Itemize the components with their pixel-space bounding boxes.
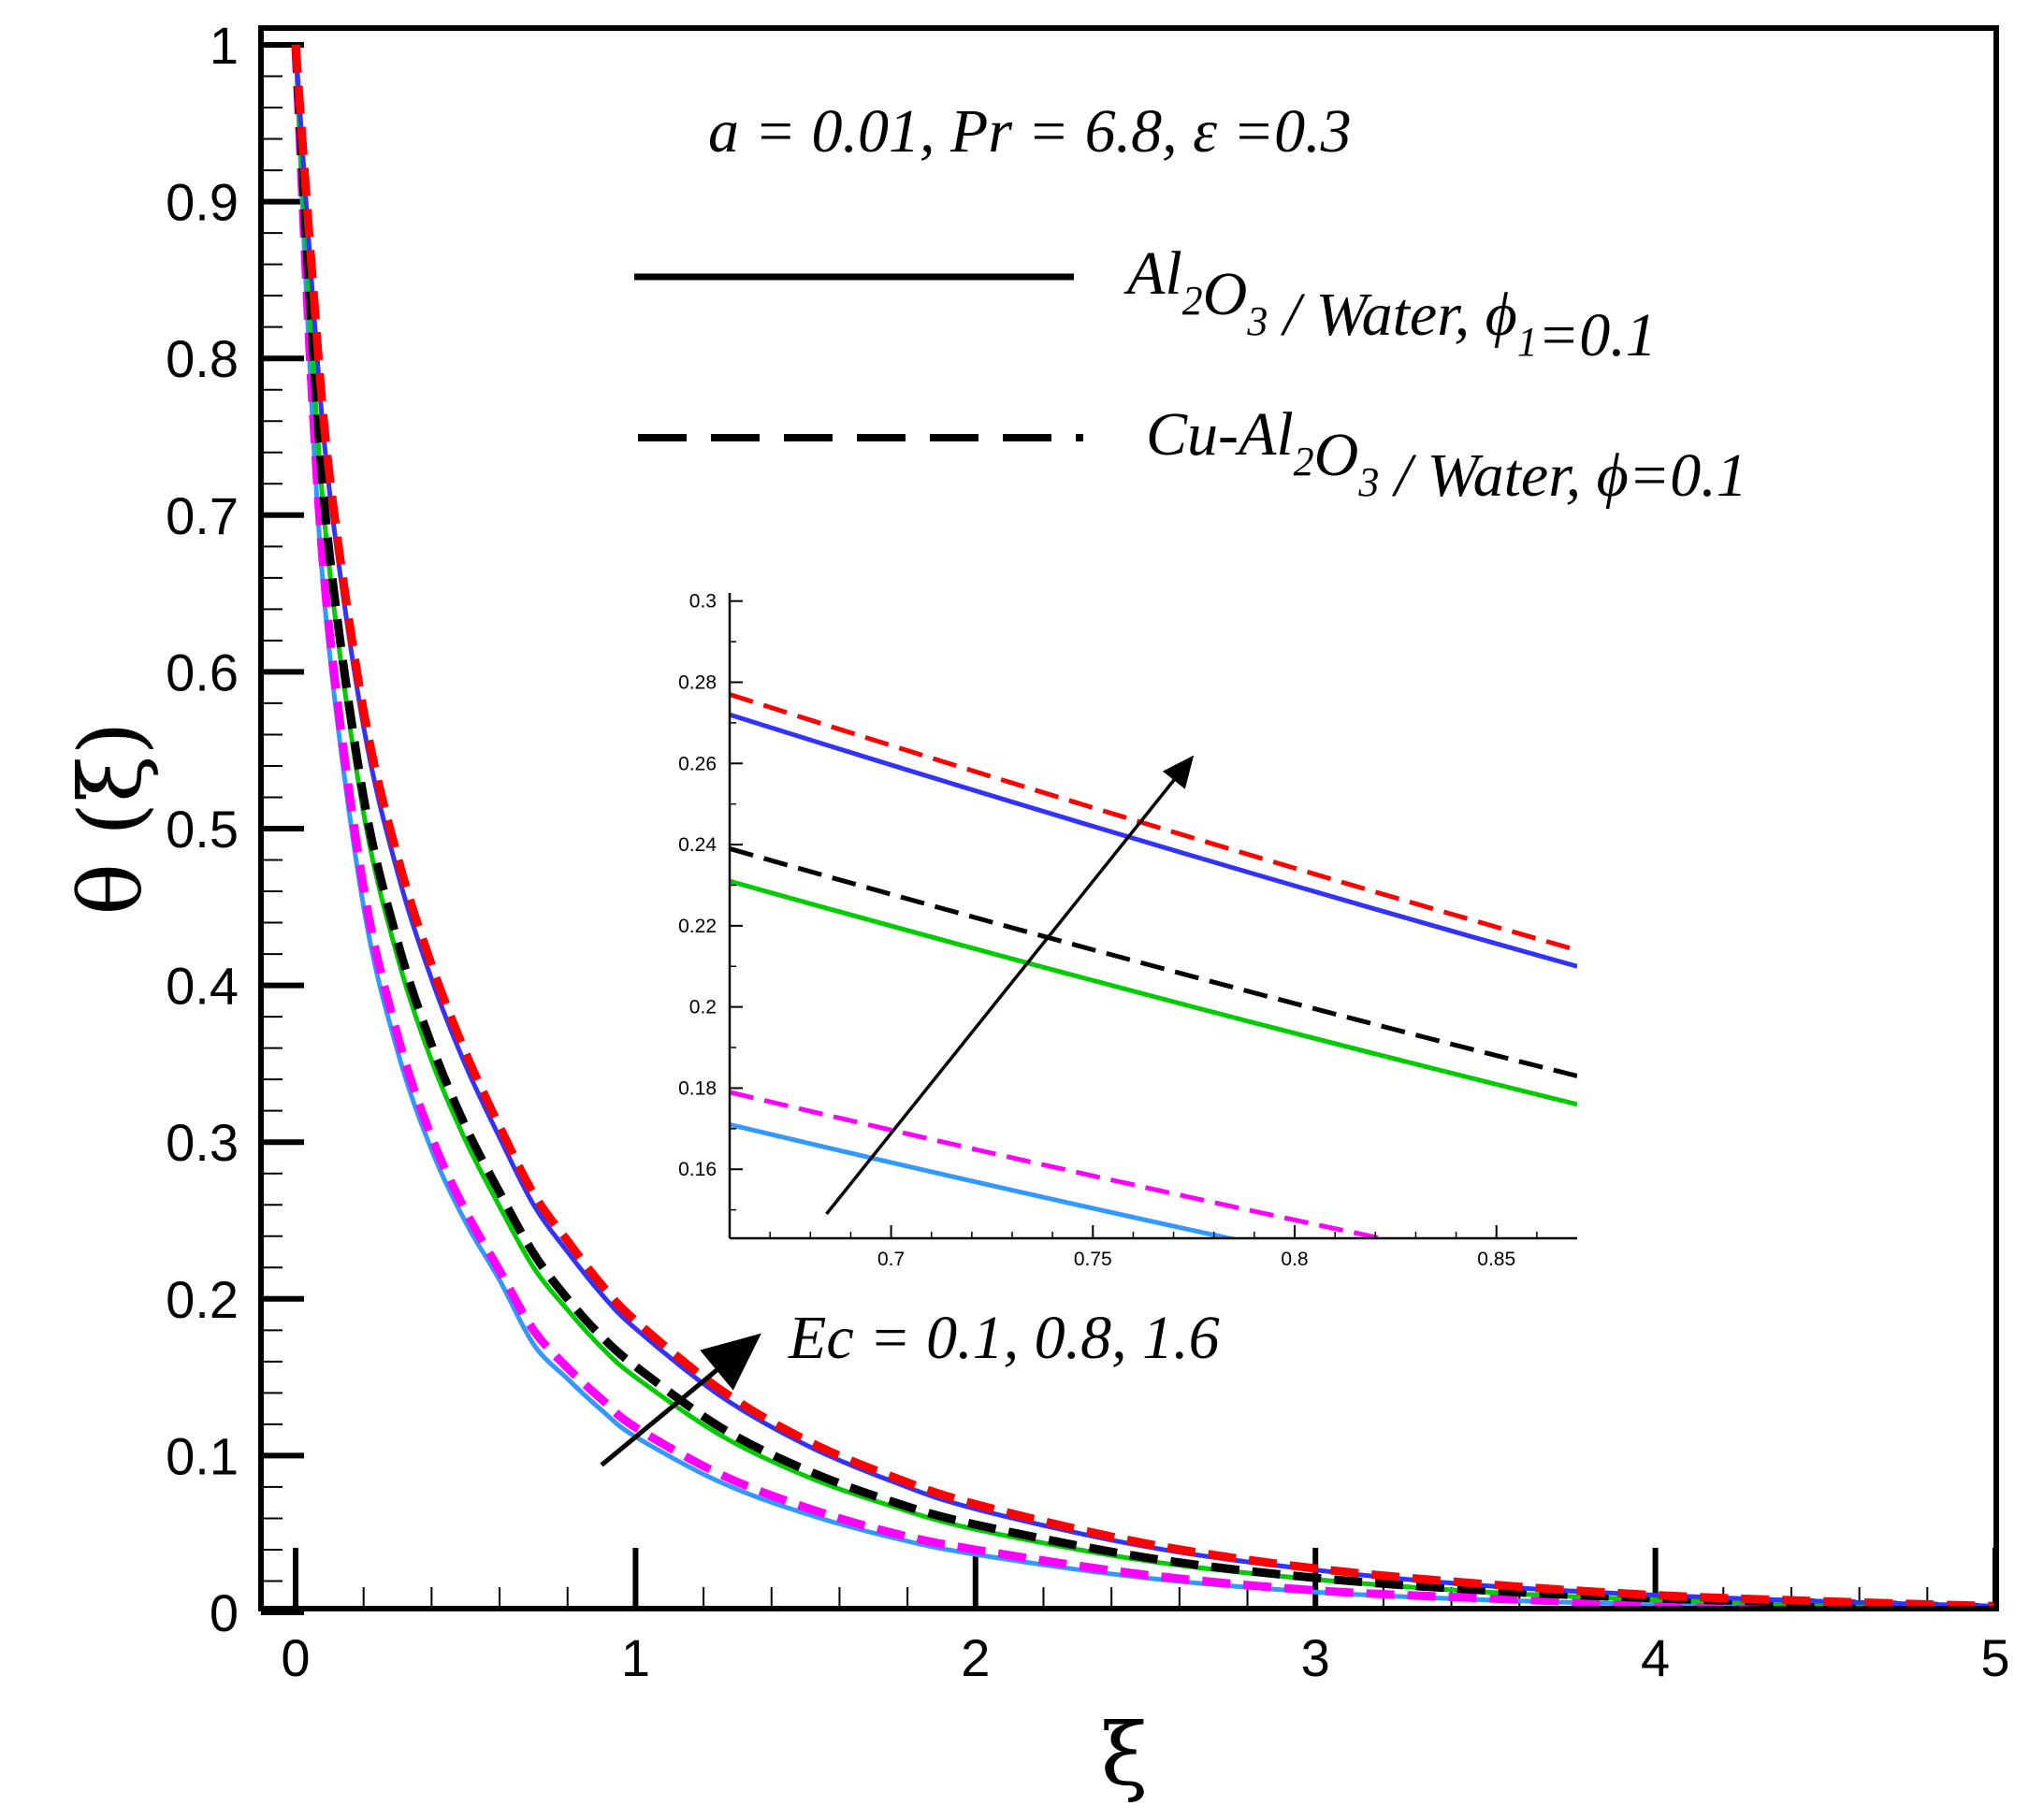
params-annotation: a = 0.01, Pr = 6.8, ε =0.3	[708, 97, 1352, 166]
main-tick-labels: 0 1 2 3 4 500.10.20.30.40.50.60.70.80.91	[166, 16, 2009, 1687]
x-tick-label: 3	[1301, 1628, 1330, 1687]
plot-frame	[258, 25, 1999, 1611]
inset-x-tick-label: 0.75	[1074, 1249, 1112, 1270]
legend-subscript: 3	[1357, 459, 1379, 505]
series-line-6	[291, 44, 1996, 1609]
y-tick-label: 0.2	[166, 1270, 239, 1329]
inset-series-line-1	[730, 1122, 1240, 1238]
inset-series-line-2	[730, 1090, 1393, 1238]
inset-x-tick-label: 0.7	[877, 1249, 905, 1270]
inset-series-line-3	[730, 878, 1577, 1107]
x-tick-label: 0	[281, 1628, 310, 1687]
main-arrow-head	[700, 1333, 761, 1391]
main-arrow-shaft	[600, 1368, 718, 1467]
legend: Al2O3 / Water, ϕ1=0.1Cu-Al2O3 / Water, ϕ…	[634, 239, 1747, 510]
y-tick-label: 0.7	[166, 486, 239, 545]
y-tick-label: 0.8	[166, 329, 239, 388]
legend-text: / Water, ϕ	[1268, 281, 1516, 349]
legend-subscript: 2	[1182, 278, 1203, 324]
x-tick-label: 4	[1641, 1628, 1670, 1687]
inset-arrow-group	[825, 755, 1195, 1216]
legend-label-2: Cu-Al2O3 / Water, ϕ=0.1	[1146, 400, 1747, 510]
inset-x-tick-label: 0.85	[1477, 1249, 1515, 1270]
legend-text: / Water, ϕ=0.1	[1379, 441, 1746, 510]
inset-arrow-shaft	[825, 779, 1176, 1216]
y-tick-label: 0.6	[166, 643, 239, 701]
legend-label-1: Al2O3 / Water, ϕ1=0.1	[1123, 239, 1657, 369]
y-tick-label: 0.1	[166, 1426, 239, 1485]
inset-y-tick-label: 0.24	[678, 834, 717, 856]
x-tick-label: 5	[1980, 1628, 2009, 1687]
inset-arrow-head	[1162, 755, 1195, 789]
y-tick-label: 1	[210, 16, 239, 75]
legend-subscript: 2	[1294, 439, 1314, 484]
inset-x-tick-label: 0.8	[1281, 1249, 1308, 1270]
legend-text: =0.1	[1538, 301, 1657, 369]
legend-subscript: 3	[1246, 298, 1268, 344]
legend-text: O	[1203, 260, 1248, 328]
legend-text: Cu-Al	[1146, 400, 1294, 469]
series-line-4	[291, 44, 1996, 1609]
inset-chart: 0.7 0.75 0.8 0.85 0.16 0.18 0.2 0.22 0.24 0.26 0.2…	[678, 591, 1577, 1270]
inset-y-tick-label: 0.16	[678, 1159, 717, 1180]
y-tick-label: 0.9	[166, 173, 239, 232]
x-tick-label: 1	[621, 1628, 650, 1687]
main-arrow-group	[600, 1333, 761, 1467]
inset-y-tick-label: 0.26	[678, 753, 717, 774]
x-tick-label: 2	[961, 1628, 990, 1687]
legend-text: O	[1314, 421, 1359, 489]
inset-background	[730, 593, 1577, 1238]
inset-series-group	[730, 692, 1577, 1238]
inset-series-line-4	[730, 845, 1577, 1078]
inset-y-tick-label: 0.28	[678, 672, 717, 693]
y-axis-title: θ (ξ)	[61, 721, 161, 915]
y-tick-label: 0.3	[166, 1113, 239, 1172]
y-tick-label: 0	[210, 1583, 239, 1642]
y-tick-label: 0.4	[166, 957, 239, 1016]
legend-subscript: 1	[1517, 319, 1538, 365]
inset-y-tick-label: 0.22	[678, 916, 717, 937]
inset-y-tick-label: 0.18	[678, 1077, 717, 1099]
main-series-group	[291, 44, 1996, 1609]
inset-tick-marks: 0.7 0.75 0.8 0.85 0.16 0.18 0.2 0.22 0.24 0.26 0.2…	[678, 591, 1538, 1270]
x-axis-title: ξ	[1101, 1705, 1149, 1805]
inset-y-tick-label: 0.3	[689, 591, 717, 613]
y-tick-label: 0.5	[166, 800, 239, 859]
inset-series-line-5	[730, 712, 1577, 969]
inset-series-line-6	[730, 692, 1577, 953]
legend-text: Al	[1123, 239, 1182, 308]
series-line-2	[291, 44, 1996, 1609]
inset-y-tick-label: 0.2	[689, 997, 717, 1018]
ec-annotation: Ec = 0.1, 0.8, 1.6	[788, 1304, 1220, 1372]
